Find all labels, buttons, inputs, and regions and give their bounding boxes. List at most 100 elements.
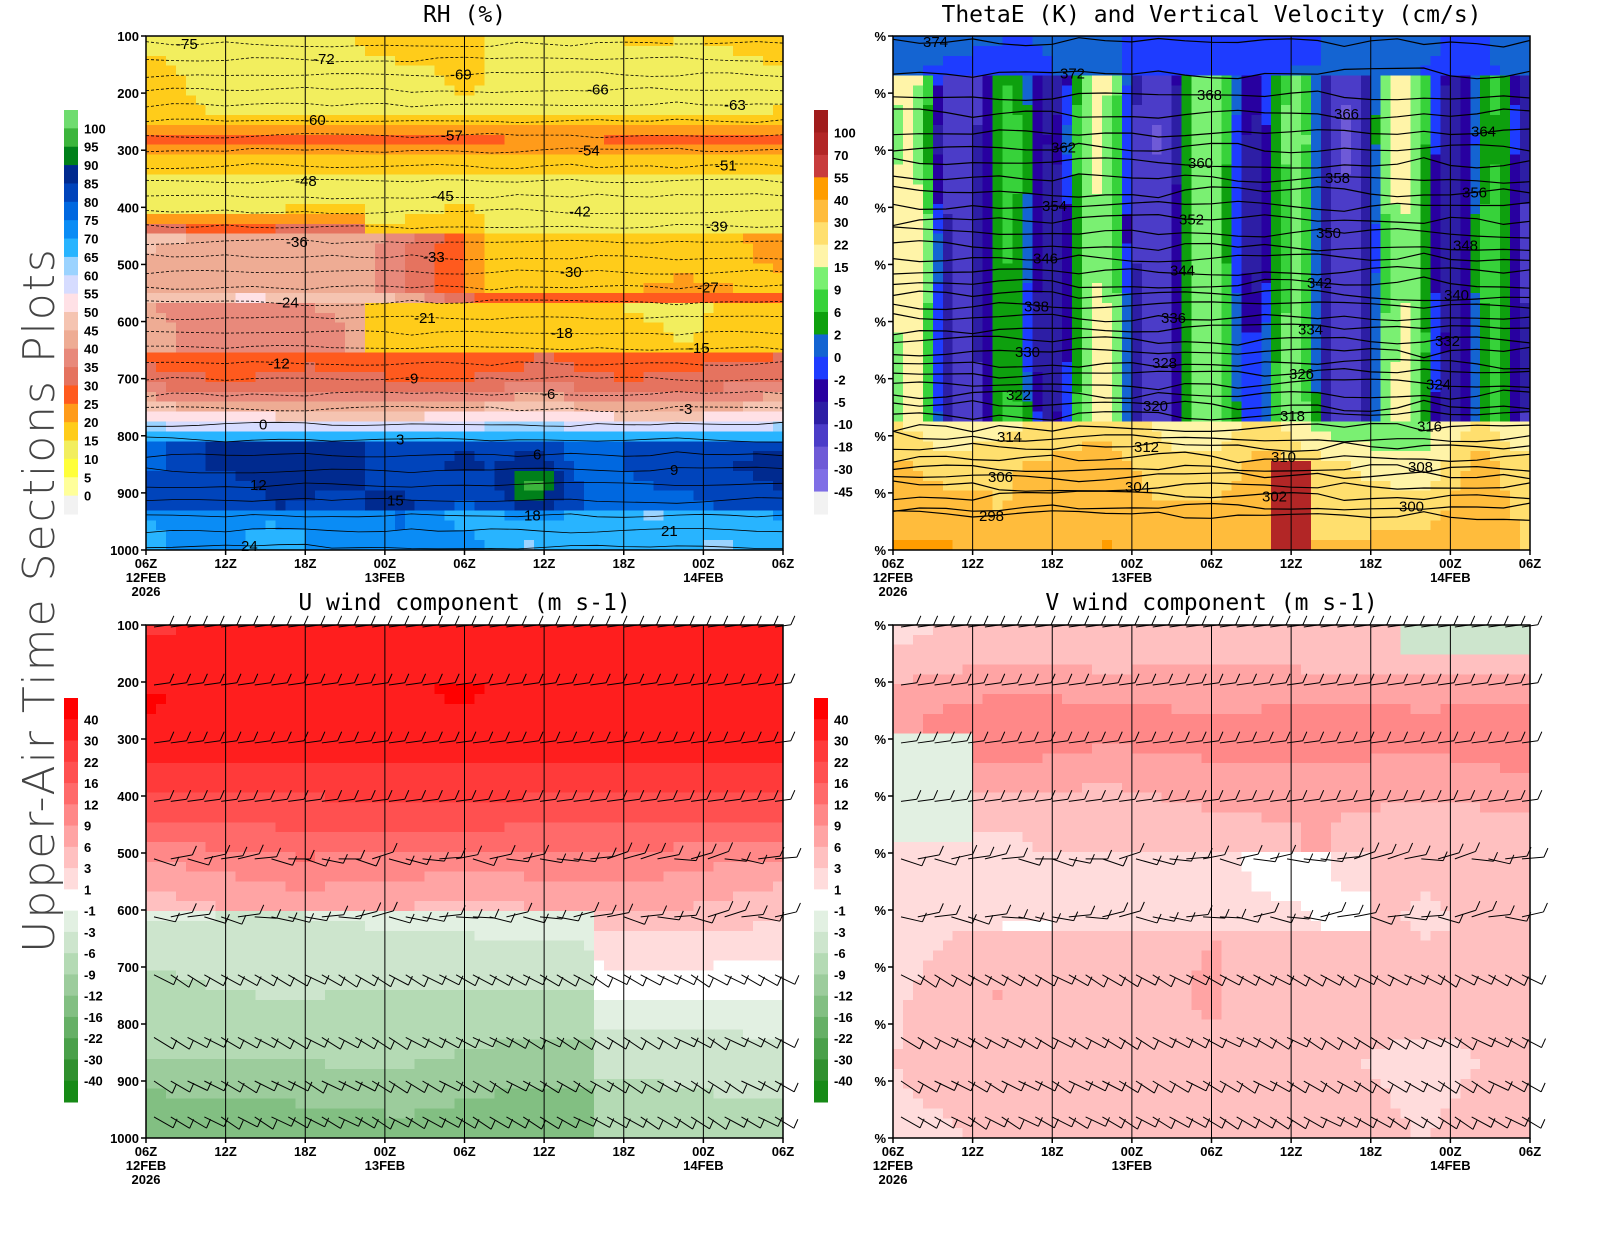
rh-field-cell [444,273,456,284]
rh-field-cell [364,213,376,225]
thetae-field-cell [1111,65,1123,77]
thetae-field-cell [902,194,914,205]
rh-field-cell [285,332,296,344]
rh-colorbar-swatch [64,477,78,497]
rh-field-cell [245,421,257,432]
rh-field-cell [623,461,635,472]
thetae-field-cell [962,243,974,255]
thetae-field-cell [1121,342,1133,353]
rh-field-cell [275,115,286,126]
thetae-field-cell [1092,273,1103,284]
rh-field-cell [673,243,685,255]
rh-field-cell [494,362,505,373]
thetae-field-cell [952,401,964,413]
rh-field-cell [414,204,426,215]
rh-field-cell [603,431,615,442]
rh-field-cell [305,36,316,47]
thetae-field-cell [932,154,944,166]
rh-field-cell [215,461,227,472]
rh-field-cell [205,421,217,432]
thetae-field-cell [1102,352,1113,363]
thetae-field-cell [922,381,934,393]
rh-field-cell [295,105,306,116]
rh-field-cell [325,204,336,215]
rh-field-cell [693,283,704,294]
rh-field-cell [733,411,744,423]
rh-field-cell [414,154,426,166]
rh-field-cell [743,204,754,215]
thetae-field-cell [1161,65,1173,77]
thetae-field-cell [1022,105,1033,116]
rh-field-cell [474,312,485,324]
rh-field-cell [573,490,585,502]
thetae-field-cell [932,65,944,77]
rh-field-cell [275,204,286,215]
thetae-field-cell [992,293,1004,304]
thetae-field-cell [922,372,934,383]
rh-field-cell [763,451,774,462]
rh-field-cell [444,283,456,294]
rh-field-cell [554,312,565,324]
rh-field-cell [454,421,466,432]
rh-field-cell [295,45,306,57]
rh-field-cell [544,381,555,393]
rh-field-cell [205,293,217,304]
rh-field-cell [255,273,267,284]
rh-field-cell [355,213,366,225]
rh-field-cell [384,144,396,156]
rh-field-cell [713,164,724,175]
thetae-field-cell [1092,213,1103,225]
rh-field-cell [205,184,217,195]
rh-field-cell [394,540,406,551]
rh-field-cell [195,154,207,166]
rh-field-cell [603,105,615,116]
thetae-field-cell [982,243,994,255]
rh-field-cell [335,293,346,304]
rh-field-cell [474,391,485,403]
rh-field-cell [384,194,396,205]
rh-field-cell [524,204,535,215]
rh-x-tick-label: 12Z [533,556,555,571]
rh-field-cell [573,194,585,205]
rh-field-cell [743,164,754,175]
rh-field-cell [165,352,177,363]
rh-field-cell [155,461,167,472]
rh-field-cell [733,144,744,156]
thetae-field-cell [952,530,964,541]
rh-field-cell [593,263,605,274]
thetae-field-cell [982,95,994,106]
rh-field-cell [723,105,734,116]
rh-field-cell [235,45,247,57]
rh-field-cell [613,95,625,106]
rh-field-cell [444,174,456,185]
rh-field-cell [464,480,476,492]
rh-field-cell [414,105,426,116]
thetae-field-cell [893,233,904,245]
rh-field-cell [225,372,237,383]
thetae-field-cell [1092,362,1103,373]
thetae-field-cell [1102,332,1113,344]
thetae-field-cell [982,65,994,77]
rh-contour-label: -30 [560,264,582,281]
thetae-field-cell [1002,184,1014,195]
rh-field-cell [484,45,495,57]
rh-field-cell [454,441,466,452]
rh-field-cell [185,174,197,185]
rh-field-cell [494,233,505,245]
thetae-field-cell [1012,302,1023,314]
rh-field-cell [613,243,625,255]
rh-field-cell [295,85,306,96]
thetae-field-cell [1062,381,1073,393]
rh-field-cell [255,223,267,235]
thetae-field-cell [1121,302,1133,314]
thetae-field-cell [952,500,964,512]
thetae-field-cell [942,184,954,195]
thetae-field-cell [1032,362,1043,373]
rh-field-cell [703,441,714,452]
thetae-field-cell [1131,401,1143,413]
rh-field-cell [484,411,495,423]
rh-field-cell [364,55,376,67]
rh-contour-line [145,41,784,48]
rh-field-cell [514,194,525,205]
thetae-field-cell [902,480,914,492]
